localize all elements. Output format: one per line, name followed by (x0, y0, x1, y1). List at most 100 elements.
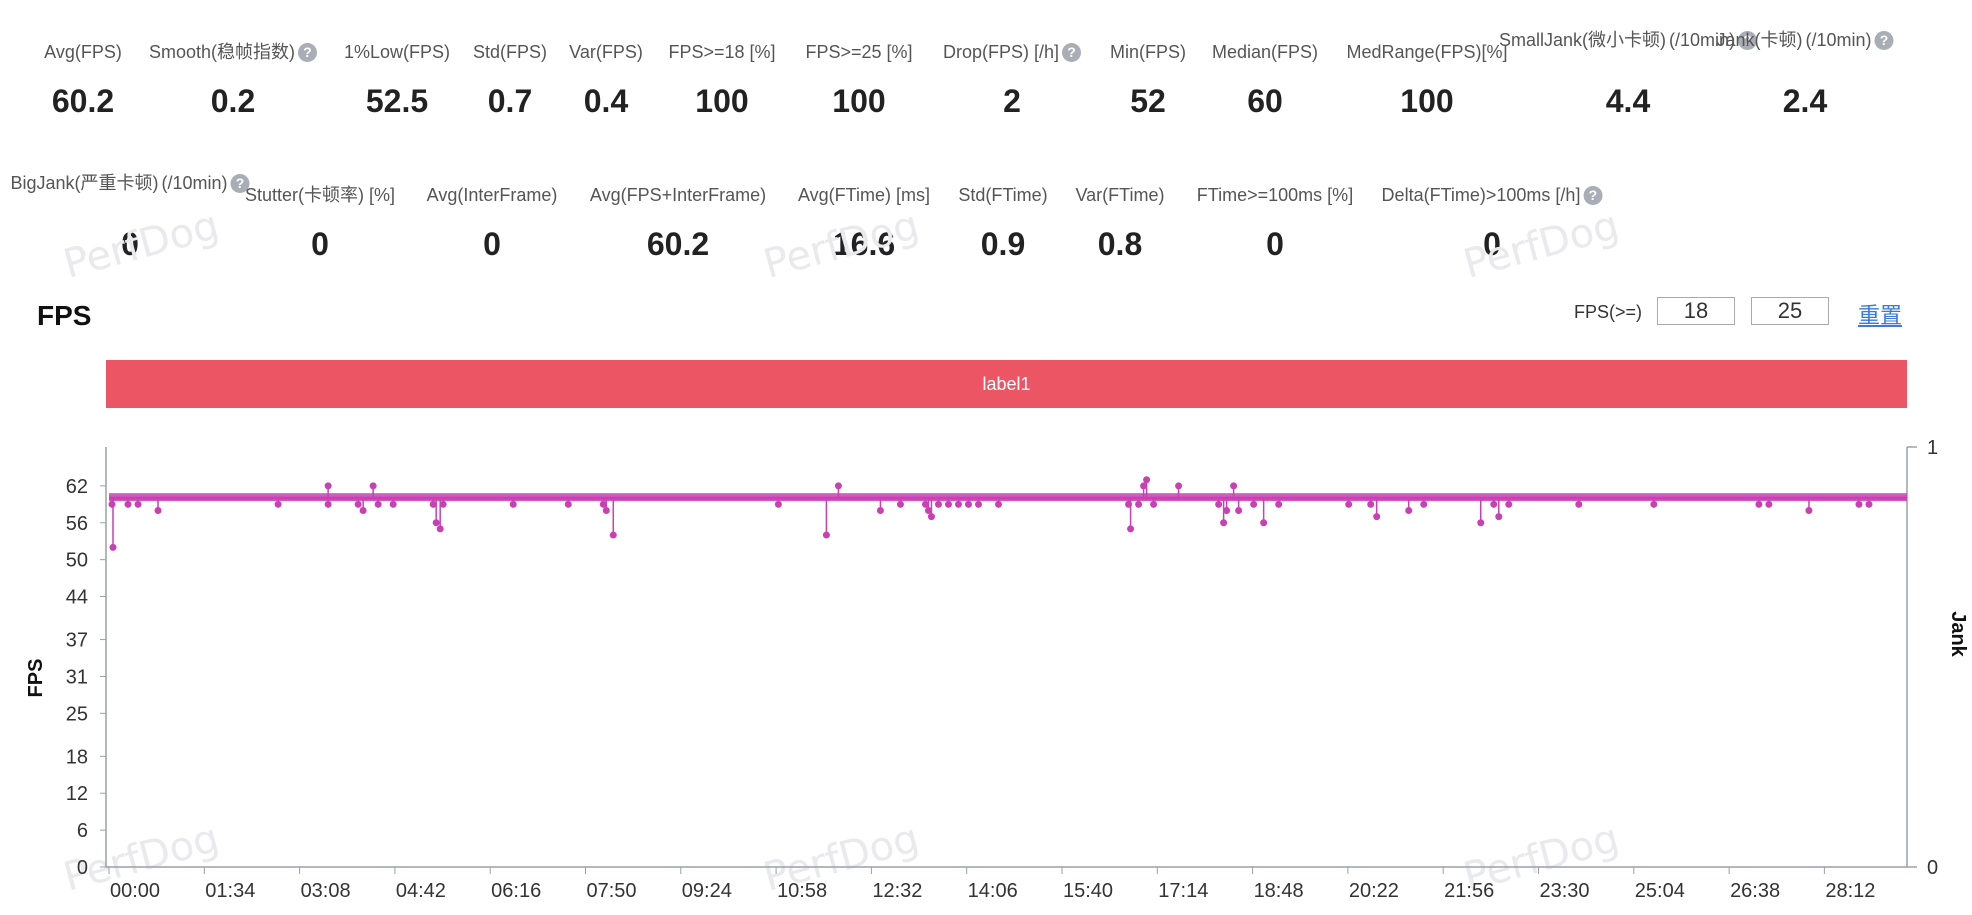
metric-row1-12: Jank(卡顿) (/10min)? 2.4 (1716, 28, 1894, 119)
y2-tick-label: 1 (1927, 437, 1938, 459)
fps-point (1477, 519, 1485, 527)
fps-point (964, 500, 972, 508)
fps-point (944, 500, 952, 508)
fps-point (1420, 500, 1428, 508)
metric-label: Avg(InterFrame) (426, 185, 558, 205)
fps-point (429, 500, 437, 508)
metric-row1-3: Std(FPS) 0.7 (473, 40, 547, 119)
metric-row1-7: Drop(FPS) [/h]? 2 (943, 40, 1082, 119)
fps-point (1275, 500, 1283, 508)
metric-label: 1%Low(FPS) (343, 42, 451, 62)
metric-row2-4: Avg(FTime) [ms] 16.6 (798, 183, 930, 262)
fps-point (774, 500, 782, 508)
fps-point (1373, 513, 1381, 521)
chart-title: FPS (37, 300, 92, 331)
fps-point (1755, 500, 1763, 508)
fps-point (876, 506, 884, 514)
x-tick-label: 15:40 (1063, 880, 1113, 902)
metric-value: 0 (311, 226, 329, 262)
help-icon[interactable]: ? (1738, 30, 1758, 50)
metric-row2-3: Avg(FPS+InterFrame) 60.2 (590, 183, 766, 262)
y-tick-label: 31 (66, 666, 88, 688)
fps-point (1495, 513, 1503, 521)
fps-threshold-input-2[interactable] (1751, 297, 1829, 325)
fps-point (1220, 519, 1228, 527)
help-icon[interactable]: ? (298, 42, 318, 62)
fps-threshold-input-1[interactable] (1657, 297, 1735, 325)
x-tick-label: 26:38 (1730, 880, 1780, 902)
fps-point (954, 500, 962, 508)
metric-value: 60.2 (646, 226, 710, 262)
metric-value: 100 (832, 83, 886, 119)
x-tick-label: 12:32 (872, 880, 922, 902)
fps-point (1150, 500, 1158, 508)
fps-point (509, 500, 517, 508)
y-tick-label: 44 (66, 587, 88, 609)
fps-point (354, 500, 362, 508)
metric-value: 60.2 (51, 83, 115, 119)
fps-point (134, 500, 142, 508)
metric-value: 16.6 (832, 226, 896, 262)
metric-value: 0 (121, 226, 139, 262)
help-icon[interactable]: ? (230, 173, 250, 193)
help-icon[interactable]: ? (1062, 42, 1082, 62)
fps-point (1855, 500, 1863, 508)
fps-point (1143, 476, 1151, 484)
fps-point (1575, 500, 1583, 508)
fps-point (896, 500, 904, 508)
y-tick-label: 62 (66, 476, 88, 498)
y-axis-label: FPS (25, 659, 47, 698)
metric-value: 52.5 (365, 83, 429, 119)
x-tick-label: 01:34 (205, 880, 255, 902)
label-bar[interactable]: label1 (106, 360, 1907, 408)
help-icon[interactable]: ? (1583, 185, 1603, 205)
y-tick-label: 18 (66, 746, 88, 768)
x-tick-label: 00:00 (110, 880, 160, 902)
fps-point (924, 506, 932, 514)
fps-point (934, 500, 942, 508)
metric-label: Avg(FPS) (44, 42, 122, 62)
metric-label: FTime>=100ms [%] (1196, 185, 1354, 205)
x-tick-label: 10:58 (777, 880, 827, 902)
x-tick-label: 09:24 (682, 880, 732, 902)
x-tick-label: 21:56 (1444, 880, 1494, 902)
fps-point (1235, 506, 1243, 514)
metric-value: 0.7 (487, 83, 533, 119)
metric-label: Var(FTime) (1075, 185, 1165, 205)
fps-point (1345, 500, 1353, 508)
x-tick-label: 23:30 (1539, 880, 1589, 902)
x-tick-label: 03:08 (301, 880, 351, 902)
metric-row2-0: BigJank(严重卡顿) (/10min)? 0 (10, 171, 250, 262)
metric-value: 100 (695, 83, 749, 119)
x-tick-label: 14:06 (968, 880, 1018, 902)
fps-point (1405, 506, 1413, 514)
metric-label: FPS>=25 [%] (805, 42, 913, 62)
x-tick-label: 17:14 (1158, 880, 1208, 902)
fps-point (1223, 506, 1231, 514)
metric-value: 52 (1130, 83, 1166, 119)
fps-point (389, 500, 397, 508)
metric-value: 0 (1483, 226, 1501, 262)
fps-point (439, 500, 447, 508)
metric-label: BigJank(严重卡顿) (10, 173, 159, 193)
metric-row1-8: Min(FPS) 52 (1110, 40, 1186, 119)
metric-row2-2: Avg(InterFrame) 0 (426, 183, 558, 262)
fps-point (108, 500, 116, 508)
metric-row2-7: FTime>=100ms [%] 0 (1196, 183, 1354, 262)
fps-point (1230, 482, 1238, 490)
fps-point (602, 506, 610, 514)
metric-value: 0.8 (1097, 226, 1143, 262)
metric-value: 4.4 (1605, 83, 1651, 119)
metric-row1-4: Var(FPS) 0.4 (569, 40, 643, 119)
fps-point (822, 531, 830, 539)
help-icon[interactable]: ? (1874, 30, 1894, 50)
reset-button[interactable]: 重置 (1858, 303, 1903, 328)
metric-value: 0.2 (210, 83, 256, 119)
metric-label: Stutter(卡顿率) [%] (244, 185, 396, 205)
fps-point (974, 500, 982, 508)
metric-label: Min(FPS) (1110, 42, 1186, 62)
metric-value: 60 (1247, 83, 1283, 119)
fps-point (599, 500, 607, 508)
metric-label-unit: (/10min) (161, 173, 228, 193)
y-tick-label: 25 (66, 703, 88, 725)
